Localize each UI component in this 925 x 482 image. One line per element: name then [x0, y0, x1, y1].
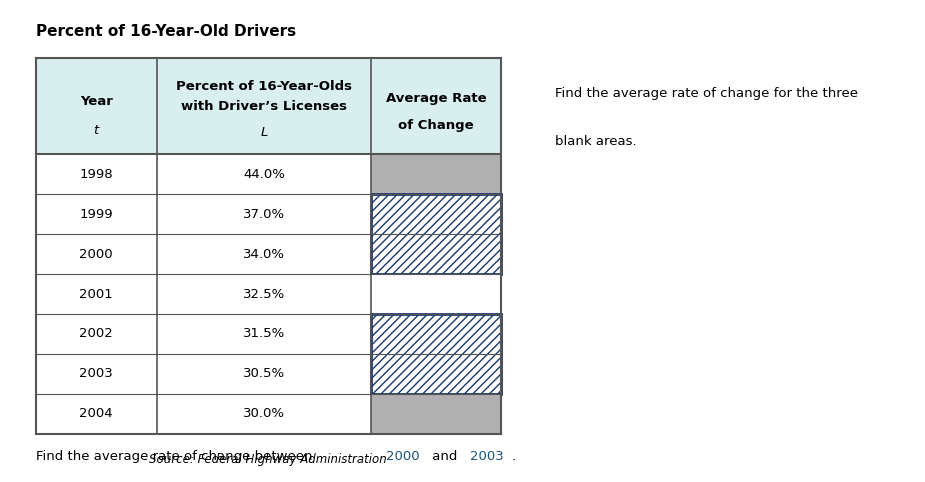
Text: t: t [93, 124, 99, 136]
Text: L: L [260, 126, 267, 139]
Text: 2001: 2001 [80, 288, 113, 300]
Text: with Driver’s Licenses: with Driver’s Licenses [181, 100, 347, 112]
Text: 44.0%: 44.0% [243, 168, 285, 181]
Text: Find the average rate of change between: Find the average rate of change between [36, 450, 316, 463]
Bar [371, 154, 500, 194]
Bar [371, 394, 500, 434]
Text: 2004: 2004 [80, 407, 113, 420]
Text: Percent of 16-Year-Old Drivers: Percent of 16-Year-Old Drivers [36, 24, 296, 39]
Text: 2000: 2000 [386, 450, 420, 463]
Bar [371, 194, 500, 274]
Text: Percent of 16-Year-Olds: Percent of 16-Year-Olds [176, 80, 352, 93]
Text: 32.5%: 32.5% [242, 288, 285, 300]
Text: 2003: 2003 [470, 450, 504, 463]
Text: 37.0%: 37.0% [242, 208, 285, 221]
Bar [36, 58, 500, 434]
Text: and: and [428, 450, 462, 463]
Text: 30.0%: 30.0% [243, 407, 285, 420]
Text: Find the average rate of change for the three: Find the average rate of change for the … [554, 87, 857, 100]
Text: 30.5%: 30.5% [242, 367, 285, 380]
Bar [371, 274, 500, 314]
Text: 2000: 2000 [80, 248, 113, 261]
Text: .: . [512, 450, 516, 463]
Text: 1998: 1998 [80, 168, 113, 181]
Text: Average Rate: Average Rate [386, 93, 487, 105]
Text: Year: Year [80, 95, 113, 107]
Text: Source: Federal Highway Administration: Source: Federal Highway Administration [150, 453, 388, 466]
Text: 1999: 1999 [80, 208, 113, 221]
Text: 2003: 2003 [80, 367, 113, 380]
Text: 2002: 2002 [80, 327, 113, 340]
Text: 31.5%: 31.5% [242, 327, 285, 340]
Text: of Change: of Change [399, 119, 474, 132]
Bar [371, 314, 500, 394]
Text: 34.0%: 34.0% [243, 248, 285, 261]
Bar [36, 58, 500, 434]
Text: blank areas.: blank areas. [554, 135, 636, 148]
Bar [36, 58, 500, 154]
